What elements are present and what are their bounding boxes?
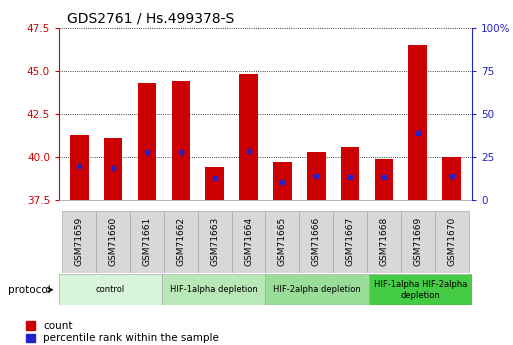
Bar bbox=[307, 152, 326, 200]
Bar bbox=[367, 211, 401, 273]
Bar bbox=[273, 162, 292, 200]
Text: GSM71669: GSM71669 bbox=[413, 217, 422, 266]
Legend: count, percentile rank within the sample: count, percentile rank within the sample bbox=[26, 321, 220, 344]
Text: GSM71664: GSM71664 bbox=[244, 217, 253, 266]
Text: GDS2761 / Hs.499378-S: GDS2761 / Hs.499378-S bbox=[67, 11, 234, 25]
Bar bbox=[232, 211, 266, 273]
Text: GSM71661: GSM71661 bbox=[143, 217, 151, 266]
Bar bbox=[164, 211, 198, 273]
Bar bbox=[198, 211, 232, 273]
Text: GSM71667: GSM71667 bbox=[346, 217, 354, 266]
Bar bbox=[374, 159, 393, 200]
Text: GSM71668: GSM71668 bbox=[380, 217, 388, 266]
Bar bbox=[341, 147, 360, 200]
Bar bbox=[162, 274, 266, 305]
Bar bbox=[70, 135, 89, 200]
Text: HIF-1alpha depletion: HIF-1alpha depletion bbox=[170, 285, 258, 294]
Text: control: control bbox=[96, 285, 125, 294]
Bar bbox=[96, 211, 130, 273]
Bar bbox=[63, 211, 96, 273]
Bar bbox=[333, 211, 367, 273]
Text: HIF-2alpha depletion: HIF-2alpha depletion bbox=[273, 285, 361, 294]
Text: GSM71666: GSM71666 bbox=[312, 217, 321, 266]
Bar bbox=[299, 211, 333, 273]
Bar bbox=[59, 274, 162, 305]
Text: HIF-1alpha HIF-2alpha
depletion: HIF-1alpha HIF-2alpha depletion bbox=[373, 280, 467, 299]
Bar bbox=[369, 274, 472, 305]
Text: GSM71659: GSM71659 bbox=[75, 217, 84, 266]
Bar bbox=[130, 211, 164, 273]
Text: GSM71663: GSM71663 bbox=[210, 217, 219, 266]
Bar bbox=[266, 274, 369, 305]
Bar bbox=[442, 157, 461, 200]
Bar bbox=[171, 81, 190, 200]
Bar bbox=[137, 83, 156, 200]
Text: protocol: protocol bbox=[8, 285, 50, 295]
Bar bbox=[104, 138, 123, 200]
Bar bbox=[408, 45, 427, 200]
Text: GSM71665: GSM71665 bbox=[278, 217, 287, 266]
Bar bbox=[401, 211, 435, 273]
Bar bbox=[266, 211, 299, 273]
Bar bbox=[239, 74, 258, 200]
Bar bbox=[435, 211, 468, 273]
Text: GSM71670: GSM71670 bbox=[447, 217, 456, 266]
Bar bbox=[205, 167, 224, 200]
Text: GSM71660: GSM71660 bbox=[109, 217, 117, 266]
Text: GSM71662: GSM71662 bbox=[176, 217, 185, 266]
